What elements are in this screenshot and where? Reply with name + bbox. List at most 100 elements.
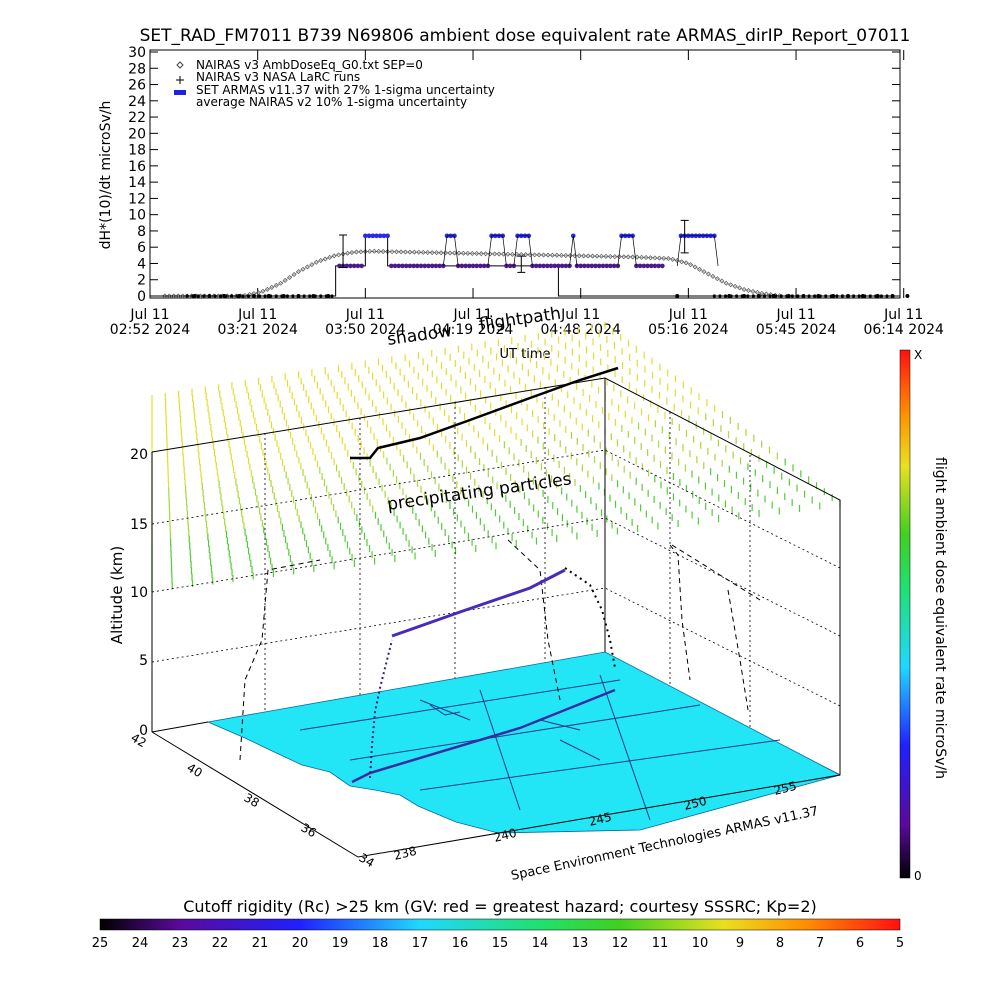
ground-surface (206, 651, 842, 834)
nairas-point (287, 274, 293, 280)
nairas-point (269, 284, 275, 290)
armas-point-zero (213, 294, 217, 298)
nairas-point (728, 282, 734, 288)
armas-point-zero (241, 294, 245, 298)
armas-point-high (385, 233, 390, 239)
nairas-point (487, 251, 493, 257)
armas-point-zero (790, 294, 794, 298)
nairas-point (661, 255, 667, 261)
x-tick-label: Jul 11 (668, 307, 708, 323)
armas-point-zero (269, 294, 273, 298)
rigidity-colorbar-fill (99, 918, 901, 931)
nairas-point (353, 249, 359, 255)
armas-point-zero (330, 294, 334, 298)
nairas-point (425, 249, 431, 255)
legend-entry-armas: SET ARMAS v11.37 with 27% 1-sigma uncert… (196, 83, 495, 97)
nairas-point (394, 249, 400, 255)
armas-point-low (537, 263, 543, 269)
nairas-point (639, 254, 645, 260)
nairas-point (483, 251, 489, 257)
armas-point-zero (863, 294, 867, 298)
latitude-tick-label: 40 (185, 760, 205, 780)
x-tick-label: 05:45 2024 (756, 322, 837, 338)
dose-colorbar-title: flight ambient dose equivalent rate micr… (932, 457, 948, 779)
nairas-point (549, 252, 555, 258)
armas-point-low (652, 263, 658, 269)
x-tick-label: 03:21 2024 (217, 322, 298, 338)
nairas-point (376, 248, 382, 254)
nairas-point (456, 250, 462, 256)
armas-point-low (504, 263, 509, 269)
armas-point-low (403, 263, 409, 269)
rigidity-tick-label: 18 (372, 936, 389, 951)
armas-point-zero (235, 294, 239, 298)
legend-symbol-diamond (176, 61, 184, 69)
armas-point-zero (807, 294, 811, 298)
nairas-point (282, 277, 288, 283)
armas-point-zero (729, 294, 733, 298)
altitude-tick-label: 10 (130, 585, 148, 601)
armas-point-low (637, 263, 643, 269)
nairas-point (496, 251, 502, 257)
nairas-point (723, 280, 729, 286)
nairas-point (545, 252, 551, 258)
armas-peak-connector (617, 235, 637, 266)
armas-point-zero (230, 294, 234, 298)
nairas-point (358, 249, 364, 255)
y-tick-label: 4 (137, 256, 146, 272)
altitude-axis-label: Altitude (km) (108, 546, 126, 644)
armas-point-zero (768, 294, 772, 298)
legend-entry-nairas-larc: NAIRAS v3 NASA LaRC runs (196, 70, 360, 84)
nairas-point (527, 252, 533, 258)
x-tick-label: Jul 11 (129, 307, 169, 323)
nairas-point (679, 259, 685, 265)
nairas-point (438, 250, 444, 256)
armas-point-low (463, 263, 468, 269)
rigidity-tick-label: 15 (492, 936, 509, 951)
armas-point-low (645, 263, 650, 269)
armas-point-low (429, 263, 435, 269)
nairas-point (175, 293, 181, 299)
error-bar (680, 219, 689, 254)
legend: NAIRAS v3 AmbDoseEq_G0.txt SEP=0 NAIRAS … (174, 58, 495, 109)
nairas-point (255, 290, 261, 296)
nairas-point (612, 254, 618, 260)
armas-point-high (381, 233, 387, 239)
rigidity-colorbar-title: Cutoff rigidity (Rc) >25 km (GV: red = g… (183, 897, 817, 916)
nairas-point (291, 272, 297, 278)
nairas-point (465, 250, 471, 256)
nairas-point (451, 250, 457, 256)
armas-point-low (600, 263, 606, 269)
armas-peak-connector (487, 235, 507, 266)
armas-point-zero (285, 294, 289, 298)
nairas-point (630, 254, 636, 260)
armas-point-zero (735, 294, 739, 298)
y-tick-label: 10 (128, 208, 146, 224)
nairas-point (416, 249, 422, 255)
flightpath-top-projection (350, 366, 619, 460)
armas-point-zero (868, 294, 872, 298)
nairas-point (665, 256, 671, 262)
rigidity-tick-label: 6 (856, 936, 864, 951)
nairas-point (492, 251, 498, 257)
armas-point-low (467, 263, 472, 269)
map-boundaries (299, 674, 781, 821)
armas-point-zero (774, 294, 778, 298)
nairas-point (754, 289, 760, 295)
armas-point-zero (740, 294, 744, 298)
y-tick-label: 24 (128, 94, 146, 110)
longitude-tick-label: 240 (492, 826, 518, 845)
nairas-point (327, 254, 333, 260)
y-tick-label: 2 (137, 273, 146, 289)
longitude-ticks: 238 240 245 250 255 (392, 779, 798, 863)
y-tick-label: 8 (137, 224, 146, 240)
nairas-point (652, 255, 658, 261)
y-tick-label: 16 (128, 159, 146, 175)
armas-point-zero (313, 294, 317, 298)
altitude-ticks: 0 5 10 15 20 (130, 447, 148, 739)
armas-point-high (370, 233, 376, 239)
nairas-point (443, 250, 449, 256)
ground-track (351, 688, 616, 784)
nairas-point (701, 269, 707, 275)
